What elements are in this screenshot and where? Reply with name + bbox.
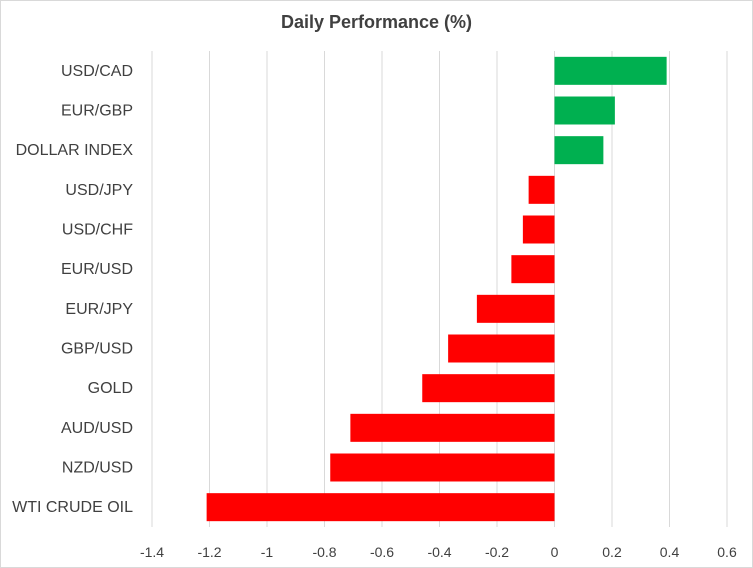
category-label: GBP/USD (61, 341, 133, 358)
x-tick-label: 0.6 (717, 544, 737, 560)
bar-gold (422, 374, 555, 403)
bar-eur-jpy (476, 294, 555, 323)
bar-gbp-usd (448, 334, 555, 363)
x-tick-label: 0.4 (660, 544, 680, 560)
bar-wti-crude-oil (206, 493, 555, 522)
category-label: GOLD (88, 380, 133, 397)
bar-eur-gbp (554, 96, 615, 125)
category-labels: USD/CAD EUR/GBP DOLLAR INDEX USD/JPY USD/CHF… (12, 63, 133, 516)
x-tick-label: -1.2 (197, 544, 221, 560)
x-tick-label: -0.4 (427, 544, 451, 560)
bar-nzd-usd (330, 453, 555, 482)
category-label: USD/CHF (62, 222, 133, 239)
x-tick-label: -0.8 (312, 544, 336, 560)
x-tick-label: 0 (551, 544, 559, 560)
bar-usd-chf (522, 215, 555, 244)
bar-aud-usd (350, 413, 555, 442)
category-label: EUR/JPY (65, 301, 133, 318)
chart-title: Daily Performance (%) (280, 12, 473, 32)
bars (206, 56, 667, 522)
category-label: NZD/USD (62, 460, 133, 477)
bar-dollar-index (554, 136, 604, 165)
x-tick-label: -1.4 (140, 544, 164, 560)
category-label: USD/JPY (65, 182, 133, 199)
category-label: EUR/GBP (61, 103, 133, 120)
x-tick-label: 0.2 (602, 544, 622, 560)
x-tick-label: -0.2 (485, 544, 509, 560)
x-tick-label: -0.6 (370, 544, 394, 560)
x-axis-tick-labels: -1.4 -1.2 -1 -0.8 -0.6 -0.4 -0.2 0 0.2 0.4 0.6 (140, 544, 737, 560)
gridlines (151, 51, 728, 527)
bar-usd-jpy (528, 175, 555, 204)
category-label: USD/CAD (61, 63, 133, 80)
category-label: DOLLAR INDEX (16, 142, 134, 159)
category-label: AUD/USD (61, 420, 133, 437)
x-tick-label: -1 (261, 544, 274, 560)
bar-eur-usd (511, 255, 555, 284)
category-label: EUR/USD (61, 261, 133, 278)
category-label: WTI CRUDE OIL (12, 499, 133, 516)
bar-usd-cad (554, 56, 667, 85)
